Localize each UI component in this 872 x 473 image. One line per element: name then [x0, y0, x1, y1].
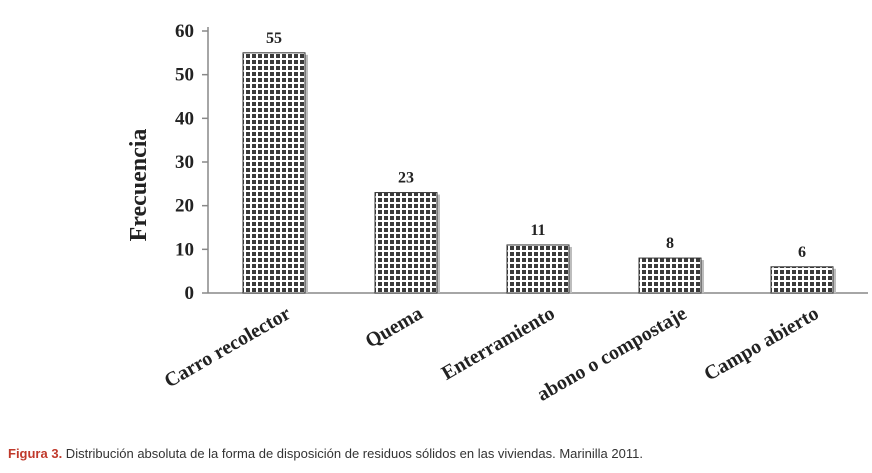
- x-category-label: abono o compostaje: [533, 302, 690, 406]
- data-labels: 55 23 11 8 6: [266, 30, 806, 261]
- chart-area: 0 10 20 30 40 50 60 55 23 11 8 6 Carro recolector Q…: [126, 21, 868, 406]
- y-tick-label: 10: [175, 239, 194, 260]
- bar: [506, 244, 570, 294]
- bar: [770, 266, 834, 294]
- bar: [374, 192, 438, 294]
- bar-value-label: 6: [798, 244, 806, 261]
- bar-value-label: 11: [530, 222, 545, 239]
- bars: [242, 52, 836, 294]
- bar: [638, 257, 702, 294]
- bar-value-label: 23: [398, 170, 414, 187]
- category-labels: Carro recolector Quema Enterramientoabono …: [161, 302, 823, 406]
- bar: [242, 52, 306, 294]
- y-axis: 0 10 20 30 40 50 60: [175, 21, 209, 304]
- y-tick-label: 0: [185, 283, 195, 304]
- x-category-label: Carro recolector: [161, 302, 295, 392]
- y-tick-label: 30: [175, 152, 194, 173]
- y-tick-label: 60: [175, 21, 194, 42]
- figure-caption: Figura 3. Distribución absoluta de la fo…: [8, 446, 868, 461]
- y-axis-title: Frecuencia: [126, 129, 152, 242]
- bar-chart: 0 10 20 30 40 50 60 55 23 11 8 6 Carro recolector Q…: [126, 21, 868, 406]
- y-tick-label: 20: [175, 196, 194, 217]
- bar-value-label: 8: [666, 235, 674, 252]
- x-category-label: Enterramiento: [438, 302, 559, 384]
- figure-label: Figura 3.: [8, 446, 63, 461]
- bar-value-label: 55: [266, 30, 282, 47]
- x-category-label: Quema: [362, 302, 427, 352]
- caption-text: Distribución absoluta de la forma de dis…: [62, 446, 643, 461]
- x-category-label: Campo abierto: [700, 302, 822, 385]
- y-tick-label: 50: [175, 65, 194, 86]
- y-tick-label: 40: [175, 108, 194, 129]
